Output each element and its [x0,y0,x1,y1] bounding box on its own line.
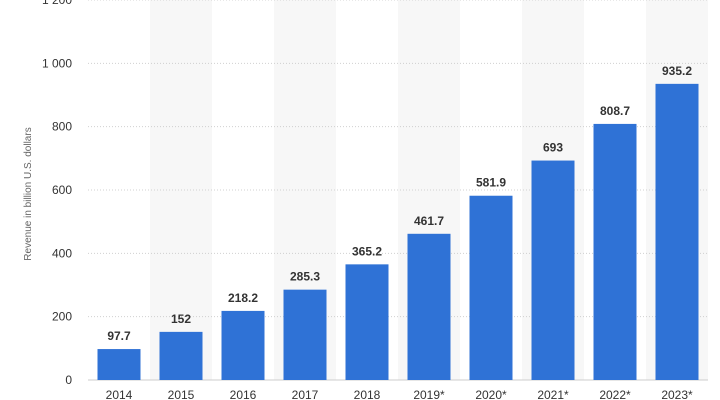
x-axis-ticks: 2014 2015 2016 2017 2018 2019* 2020* 2021* 2022*… [106,388,693,400]
y-axis-label: Revenue in billion U.S. dollars [23,127,34,260]
bar [221,310,265,380]
y-tick-label: 200 [52,310,72,324]
y-tick-label: 800 [52,120,72,134]
x-tick-label: 2018 [354,388,381,400]
bar [469,195,513,380]
x-tick-label: 2019* [413,388,445,400]
x-tick-label: 2014 [106,388,133,400]
data-label: 365.2 [352,244,382,258]
bar [593,123,637,380]
x-tick-label: 2023* [661,388,693,400]
data-label: 461.7 [414,214,444,228]
x-tick-label: 2021* [537,388,569,400]
x-tick-label: 2017 [292,388,319,400]
data-label: 285.3 [290,270,320,284]
data-label: 935.2 [662,64,692,78]
data-labels: 97.7 152 218.2 285.3 365.2 461.7 581.9 693 808.7… [107,64,692,343]
bar [531,160,575,380]
y-tick-label: 600 [52,183,72,197]
x-tick-label: 2020* [475,388,507,400]
y-tick-label: 0 [65,373,72,387]
y-tick-label: 1 200 [42,0,72,7]
data-label: 808.7 [600,104,630,118]
bar [159,331,203,380]
y-axis-ticks: 0 200 400 600 800 1 000 1 200 [42,0,72,387]
bars [97,83,699,380]
data-label: 218.2 [228,291,258,305]
x-tick-label: 2016 [230,388,257,400]
x-tick-label: 2015 [168,388,195,400]
x-tick-label: 2022* [599,388,631,400]
data-label: 693 [543,141,563,155]
bar [345,264,389,380]
bar [283,289,327,380]
y-tick-label: 1 000 [42,56,72,70]
y-tick-label: 400 [52,246,72,260]
bar [407,233,451,380]
bar [655,83,699,380]
data-label: 97.7 [107,329,131,343]
data-label: 152 [171,312,191,326]
bar [97,349,141,380]
data-label: 581.9 [476,176,506,190]
